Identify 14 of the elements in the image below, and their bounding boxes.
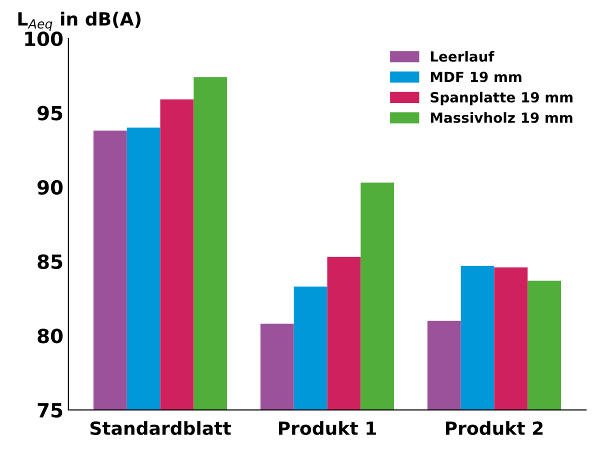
y-axis-title: L$_{Aeq}$ in dB(A) [18, 12, 141, 32]
y-tick-label: 85 [38, 254, 62, 270]
y-tick-label: 95 [38, 106, 62, 120]
y-tick-label: 80 [38, 328, 63, 344]
y-tick-label: 75 [38, 403, 62, 418]
y-tick-label: 90 [38, 180, 63, 195]
legend-label: MDF 19 mm [430, 72, 522, 82]
y-tick-label: 100 [25, 31, 63, 46]
legend-label: Spanplatte 19 mm [430, 92, 572, 106]
x-tick-label: Produkt 2 [446, 421, 543, 436]
legend-label: Massivholz 19 mm [430, 112, 572, 123]
x-tick-label: Standardblatt [90, 421, 231, 436]
x-tick-label: Produkt 1 [279, 421, 376, 436]
legend-label: Leerlauf [430, 51, 494, 62]
